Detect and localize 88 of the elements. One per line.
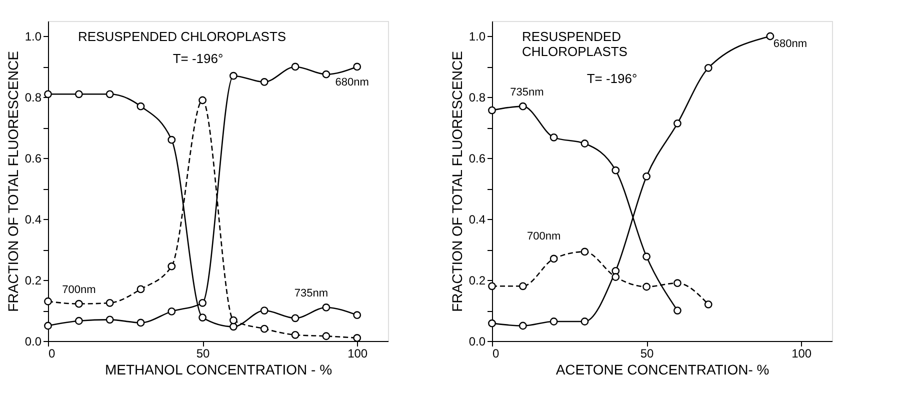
text: T= -196°: [586, 71, 638, 86]
y-tick-label: 1.0: [24, 30, 42, 44]
point: [704, 300, 712, 308]
point: [260, 78, 268, 86]
y-tick-label: 0.2: [24, 274, 42, 288]
point: [322, 70, 330, 78]
point: [488, 319, 496, 328]
y-tick-label: 0.4: [468, 212, 486, 227]
point: [136, 318, 145, 327]
y-tick-label: 0.2: [468, 274, 486, 288]
point: [44, 90, 52, 98]
point: [704, 64, 712, 72]
point: [518, 322, 527, 330]
point: [168, 136, 176, 144]
text: RESUSPENDED CHLOROPLASTS: [78, 29, 286, 44]
point: [353, 334, 362, 342]
y-tick-label: 0.0: [468, 334, 486, 348]
point: [106, 90, 114, 98]
series-label: 735nm: [510, 86, 544, 98]
point: [353, 62, 362, 71]
point: [44, 322, 52, 330]
y-tick-label: 0.0: [24, 334, 42, 348]
y-tick-label: 0.4: [24, 212, 42, 227]
point: [106, 316, 114, 324]
text: RESUSPENDED CHLOROPLASTS: [522, 29, 628, 59]
series-label: 680nm: [773, 38, 807, 50]
x-axis-title: ACETONE CONCENTRATION- %: [556, 362, 770, 378]
point: [488, 282, 496, 290]
series-label: 735nm: [294, 287, 328, 300]
x-tick-label: 0: [492, 346, 500, 360]
point: [74, 316, 83, 325]
point: [674, 119, 682, 128]
x-tick-label: 50: [640, 346, 654, 360]
point: [291, 62, 300, 71]
point: [44, 297, 52, 306]
point: [550, 318, 558, 326]
series-label: 700nm: [527, 230, 561, 243]
point: [550, 254, 558, 263]
point: [198, 298, 206, 307]
point: [260, 306, 268, 314]
point: [642, 252, 650, 261]
point: [518, 282, 527, 290]
y-axis-title: FRACTION OF TOTAL FLUORESCENCE: [448, 51, 465, 312]
x-tick-label: 100: [348, 346, 368, 360]
y-tick-label: 1.0: [468, 30, 486, 44]
y-tick-label: 0.6: [468, 152, 486, 166]
series-label: 700nm: [62, 284, 96, 296]
point: [291, 330, 300, 339]
x-tick-label: 100: [792, 346, 812, 360]
series-label: 680nm: [335, 76, 369, 89]
point: [322, 332, 330, 340]
point: [198, 314, 206, 322]
point: [168, 262, 176, 270]
point: [230, 322, 238, 331]
point: [291, 314, 300, 322]
y-tick-label: 0.6: [24, 152, 42, 166]
point: [612, 273, 620, 281]
point: [106, 298, 114, 307]
point: [230, 72, 238, 80]
point: [766, 32, 774, 40]
point: [322, 304, 330, 312]
y-tick-label: 0.8: [468, 90, 486, 105]
text: T= -196°: [172, 51, 224, 66]
point: [74, 300, 83, 308]
point: [488, 106, 496, 114]
point: [642, 172, 650, 180]
point: [518, 102, 527, 110]
point: [74, 90, 83, 98]
y-tick-label: 0.8: [24, 90, 42, 105]
point: [260, 324, 268, 333]
point: [136, 102, 145, 110]
point: [580, 248, 589, 256]
point: [550, 133, 558, 142]
x-tick-label: 50: [196, 346, 210, 360]
point: [580, 140, 589, 148]
point: [198, 96, 206, 104]
point: [136, 285, 145, 294]
point: [642, 282, 650, 291]
x-tick-label: 0: [48, 346, 56, 360]
point: [612, 166, 620, 174]
point: [674, 279, 682, 288]
point: [353, 311, 362, 320]
x-axis-title: METHANOL CONCENTRATION - %: [104, 362, 332, 378]
point: [230, 316, 238, 324]
y-axis-title: FRACTION OF TOTAL FLUORESCENCE: [4, 51, 21, 312]
point: [580, 318, 589, 326]
point: [674, 306, 682, 314]
point: [168, 307, 176, 316]
